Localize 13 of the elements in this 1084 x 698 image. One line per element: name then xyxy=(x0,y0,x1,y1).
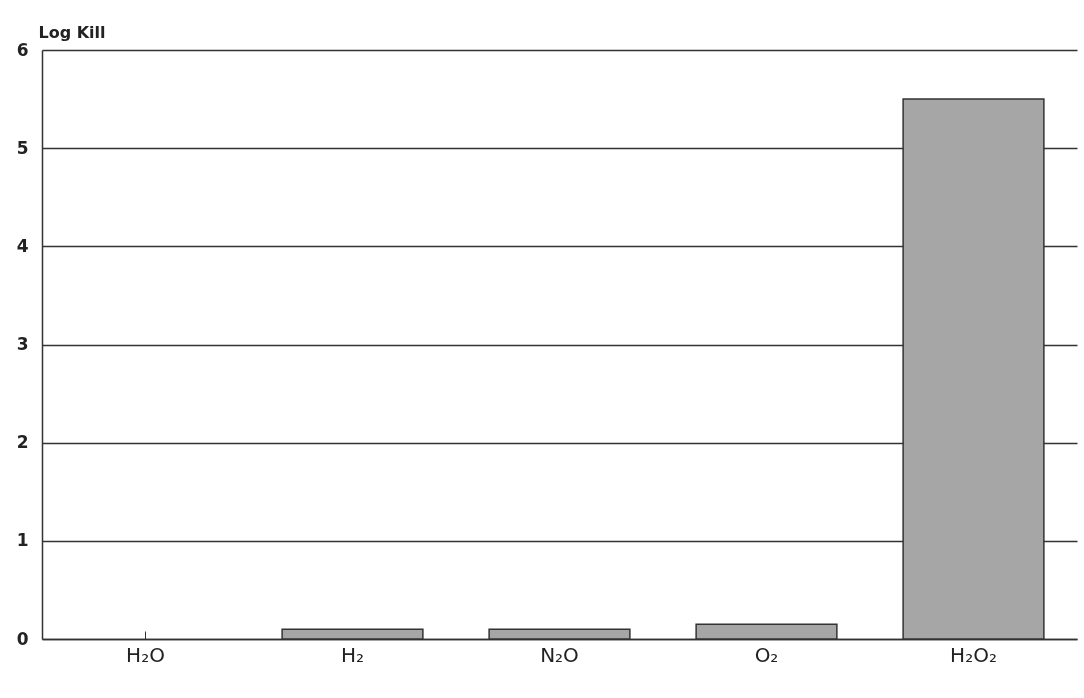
y-tick-label: 0 xyxy=(16,628,29,649)
x-tick-label: H₂O₂ xyxy=(950,642,997,667)
y-tick-label: 6 xyxy=(16,39,29,60)
x-tick-label: O₂ xyxy=(754,642,779,667)
y-tick-label: 4 xyxy=(16,235,29,256)
y-tick-label: 2 xyxy=(16,432,29,453)
x-tick-label: H₂O xyxy=(126,642,165,667)
y-tick-label: 5 xyxy=(16,137,29,158)
y-tick-label: 1 xyxy=(16,530,29,551)
y-axis-title: Log Kill xyxy=(38,22,106,42)
y-tick-label: 3 xyxy=(16,334,29,354)
x-tick-label: H₂ xyxy=(340,642,365,667)
x-tick-label: N₂O xyxy=(540,642,579,667)
